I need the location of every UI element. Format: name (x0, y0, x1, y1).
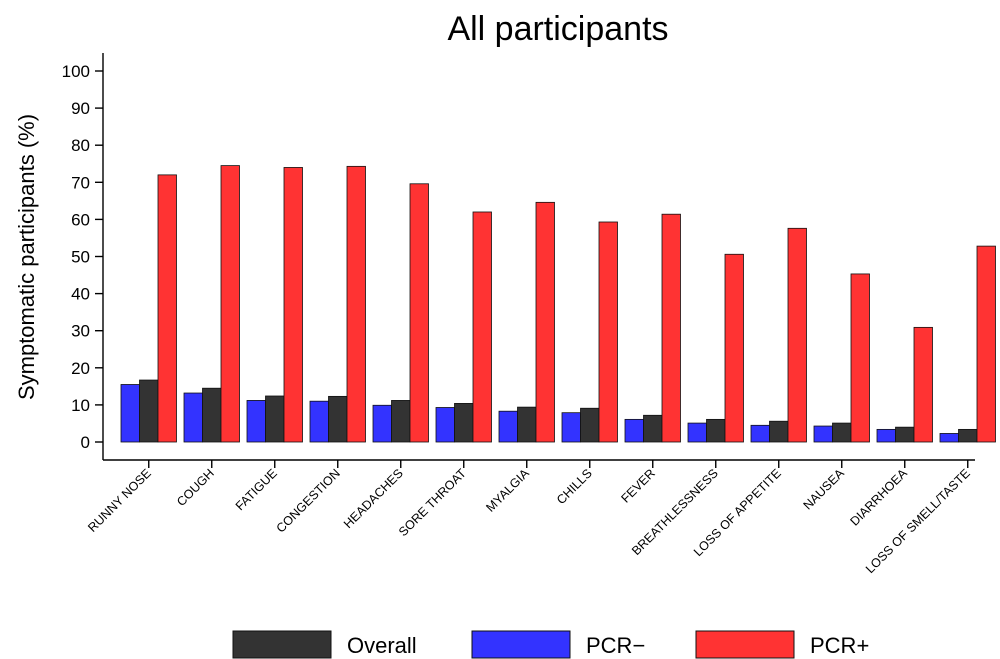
legend-label: PCR+ (810, 633, 869, 658)
bar-pcr-neg (624, 418, 644, 443)
y-tick-label: 10 (71, 396, 90, 415)
bar-pcr-pos (409, 183, 429, 443)
bar-pcr-pos (472, 211, 492, 443)
bar-overall (580, 407, 600, 443)
bar-pcr-neg (750, 424, 770, 443)
bar-pcr-neg (876, 428, 896, 443)
bar-pcr-neg (435, 407, 455, 443)
bar-pcr-pos (661, 213, 681, 443)
bar-overall (139, 379, 159, 443)
x-tick-label: LOSS OF SMELL/TASTE (863, 466, 973, 576)
bar-pcr-pos (220, 165, 240, 443)
chart-title: All participants (447, 10, 668, 48)
bar-pcr-neg (561, 412, 581, 443)
y-tick-label: 30 (71, 322, 90, 341)
x-tick-label: CONGESTION (274, 466, 343, 535)
bar-overall (265, 395, 285, 443)
legend-swatch (471, 630, 571, 659)
bar-pcr-pos (346, 165, 366, 443)
bar-overall (706, 418, 726, 443)
y-tick-label: 90 (71, 99, 90, 118)
bar-pcr-neg (183, 392, 203, 443)
x-tick-label: HEADACHES (341, 466, 406, 531)
x-tick-label: SORE THROAT (396, 466, 469, 539)
bar-pcr-neg (120, 384, 140, 443)
bar-pcr-pos (535, 201, 555, 443)
x-tick-label: COUGH (174, 466, 217, 509)
x-tick-label: MYALGIA (483, 466, 532, 515)
y-tick-label: 70 (71, 173, 90, 192)
legend-label: Overall (347, 633, 417, 658)
bar-pcr-pos (283, 167, 303, 443)
bar-pcr-pos (724, 253, 744, 443)
legend-swatch (695, 630, 795, 659)
y-tick-label: 60 (71, 210, 90, 229)
y-tick-label: 0 (81, 433, 90, 452)
y-axis-label: Symptomatic participants (%) (14, 114, 39, 400)
x-tick-label: FEVER (618, 466, 657, 505)
bar-pcr-neg (687, 422, 707, 443)
y-tick-label: 20 (71, 359, 90, 378)
bar-overall (202, 387, 222, 443)
y-ticks: 0 10 20 30 40 50 60 70 80 90 100 (62, 62, 103, 452)
x-ticks: RUNNY NOSE COUGH FATIGUECONGESTIONHEADACHE… (85, 460, 973, 576)
bar-overall (769, 420, 789, 443)
legend-swatch (232, 630, 332, 659)
x-tick-label: NAUSEA (801, 466, 848, 513)
x-tick-label: DIARRHOEA (847, 466, 910, 529)
x-tick-label: FATIGUE (233, 466, 280, 513)
y-tick-label: 40 (71, 285, 90, 304)
bar-pcr-pos (976, 245, 996, 443)
bar-overall (328, 395, 348, 443)
bar-pcr-neg (498, 410, 518, 443)
bar-overall (643, 414, 663, 443)
y-tick-label: 100 (62, 62, 90, 81)
bar-overall (454, 403, 474, 443)
bar-pcr-pos (787, 227, 807, 443)
bar-pcr-neg (372, 404, 392, 443)
bar-pcr-pos (157, 174, 177, 443)
bar-overall (832, 422, 852, 443)
bar-pcr-neg (246, 400, 266, 443)
bar-overall (517, 406, 537, 443)
bar-pcr-pos (913, 326, 933, 443)
bar-overall (958, 428, 978, 443)
bar-pcr-pos (598, 221, 618, 443)
bar-pcr-neg (309, 400, 329, 443)
bar-overall (895, 426, 915, 443)
legend-label: PCR− (586, 633, 645, 658)
bar-pcr-pos (850, 273, 870, 443)
bar-pcr-neg (813, 425, 833, 443)
x-tick-label: CHILLS (554, 466, 595, 507)
bar-pcr-neg (939, 433, 959, 443)
bar-overall (391, 400, 411, 443)
y-tick-label: 50 (71, 248, 90, 267)
x-tick-label: RUNNY NOSE (85, 466, 154, 535)
bars (120, 165, 996, 443)
legend: Overall PCR− PCR+ (232, 630, 869, 659)
y-tick-label: 80 (71, 136, 90, 155)
